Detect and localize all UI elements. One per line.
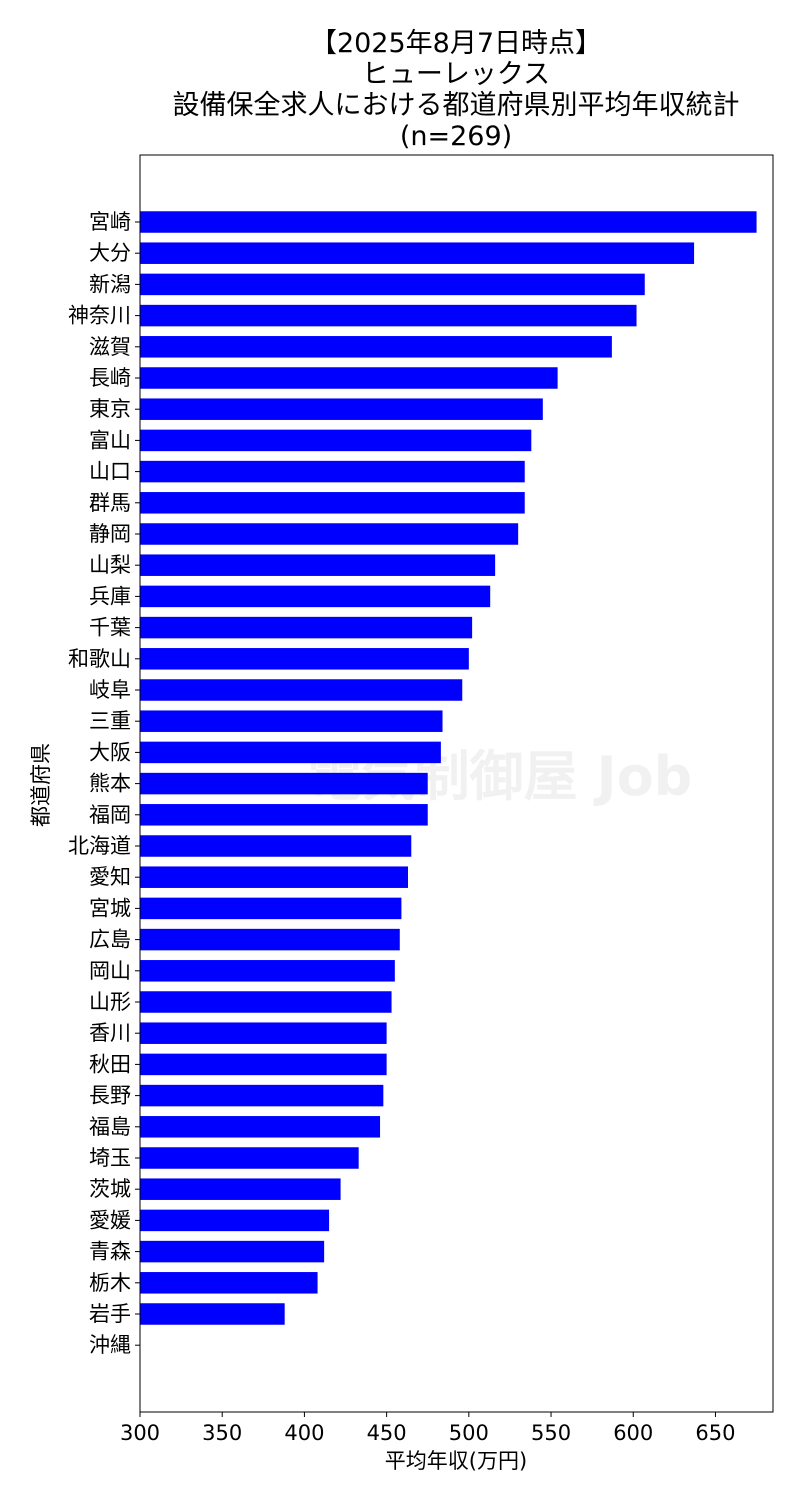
- y-tick-label: 愛媛: [89, 1208, 131, 1232]
- x-tick-label: 650: [695, 1421, 735, 1445]
- y-tick-label: 青森: [89, 1240, 131, 1264]
- y-tick-label: 滋賀: [89, 335, 131, 359]
- y-tick-label: 福岡: [89, 803, 131, 827]
- bar: [140, 804, 428, 826]
- bar: [140, 367, 558, 389]
- bar: [140, 1053, 387, 1076]
- y-tick-label: 埼玉: [89, 1146, 131, 1170]
- y-tick-label: 富山: [89, 428, 131, 452]
- y-axis-label: 都道府県: [29, 743, 53, 827]
- y-tick-label: 香川: [89, 1021, 131, 1045]
- y-tick-label: 沖縄: [89, 1333, 131, 1357]
- bars-layer: [140, 211, 757, 1325]
- y-tick-label: 和歌山: [68, 647, 131, 671]
- chart-title-line: 設備保全求人における都道府県別平均年収統計: [173, 90, 740, 121]
- bar: [140, 1209, 330, 1232]
- bar: [140, 648, 469, 670]
- y-tick-label: 長崎: [89, 366, 131, 390]
- bar: [140, 523, 519, 545]
- bar: [140, 585, 491, 608]
- y-tick-label: 福島: [89, 1115, 131, 1139]
- y-tick-label: 千葉: [89, 616, 131, 640]
- y-tick-label: 兵庫: [89, 584, 131, 608]
- bar: [140, 211, 757, 233]
- bar: [140, 1147, 359, 1169]
- y-tick-label: 北海道: [68, 834, 131, 858]
- x-tick-label: 550: [531, 1421, 571, 1445]
- y-tick-label: 栃木: [89, 1271, 131, 1295]
- bar: [140, 273, 645, 296]
- bar: [140, 835, 412, 857]
- chart-title: 【2025年8月7日時点】 ヒューレックス 設備保全求人における都道府県別平均年…: [173, 28, 740, 152]
- bar: [140, 304, 637, 327]
- y-tick-label: 山形: [89, 990, 131, 1014]
- x-tick-label: 500: [449, 1421, 489, 1445]
- bar: [140, 616, 473, 639]
- bar: [140, 897, 402, 920]
- y-tick-label: 秋田: [89, 1052, 131, 1076]
- y-tick-label: 熊本: [89, 772, 131, 796]
- bar: [140, 492, 525, 514]
- bar: [140, 398, 543, 420]
- chart-title-line: (n=269): [400, 121, 512, 152]
- bar: [140, 336, 612, 358]
- chart-title-line: ヒューレックス: [362, 59, 550, 90]
- y-tick-label: 三重: [89, 709, 131, 733]
- bar: [140, 460, 525, 483]
- y-tick-label: 宮城: [89, 896, 131, 920]
- bar: [140, 866, 408, 888]
- y-tick-label: 大阪: [89, 740, 131, 764]
- y-tick-label: 静岡: [89, 522, 131, 546]
- y-tick-label: 神奈川: [68, 304, 131, 328]
- bar: [140, 242, 695, 264]
- bar: [140, 741, 441, 764]
- bar: [140, 991, 392, 1013]
- y-tick-label: 愛知: [89, 865, 131, 889]
- y-tick-label: 山梨: [89, 553, 131, 577]
- bar: [140, 1084, 384, 1107]
- y-tick-label: 茨城: [89, 1177, 131, 1201]
- y-tick-label: 長野: [89, 1084, 131, 1108]
- y-tick-label: 岐阜: [89, 678, 131, 702]
- x-tick-label: 350: [202, 1421, 242, 1445]
- y-tick-label: 大分: [89, 241, 131, 265]
- x-axis-label: 平均年収(万円): [385, 1449, 527, 1473]
- bar: [140, 928, 400, 951]
- bar: [140, 679, 463, 701]
- x-tick-label: 300: [120, 1421, 160, 1445]
- x-tick-label: 400: [284, 1421, 324, 1445]
- bar: [140, 1022, 387, 1044]
- bar: [140, 1303, 285, 1325]
- bar: [140, 1178, 341, 1200]
- bar: [140, 1272, 318, 1294]
- bar: [140, 554, 496, 576]
- bar: [140, 1116, 381, 1138]
- plot-frame: [139, 154, 774, 1413]
- bar: [140, 429, 532, 452]
- y-tick-label: 新潟: [89, 272, 131, 296]
- y-tick-label: 宮崎: [89, 210, 131, 234]
- y-tick-label: 群馬: [89, 491, 131, 515]
- x-tick-label: 450: [367, 1421, 407, 1445]
- y-tick-label: 山口: [89, 460, 131, 484]
- bar: [140, 710, 443, 732]
- x-axis-ticks: 300 350 400 450 500 550 600 650: [120, 1412, 736, 1445]
- y-axis-ticks: 宮崎大分新潟神奈川滋賀長崎東京富山山口群馬静岡山梨兵庫千葉和歌山岐阜三重大阪熊本…: [68, 210, 140, 1357]
- bar: [140, 960, 395, 982]
- y-tick-label: 岩手: [89, 1302, 131, 1326]
- bar: [140, 1240, 325, 1263]
- bar: [140, 772, 428, 795]
- y-tick-label: 広島: [89, 928, 131, 952]
- y-tick-label: 岡山: [89, 959, 131, 983]
- y-tick-label: 東京: [89, 397, 131, 421]
- x-tick-label: 600: [613, 1421, 653, 1445]
- chart-title-line: 【2025年8月7日時点】: [310, 28, 602, 59]
